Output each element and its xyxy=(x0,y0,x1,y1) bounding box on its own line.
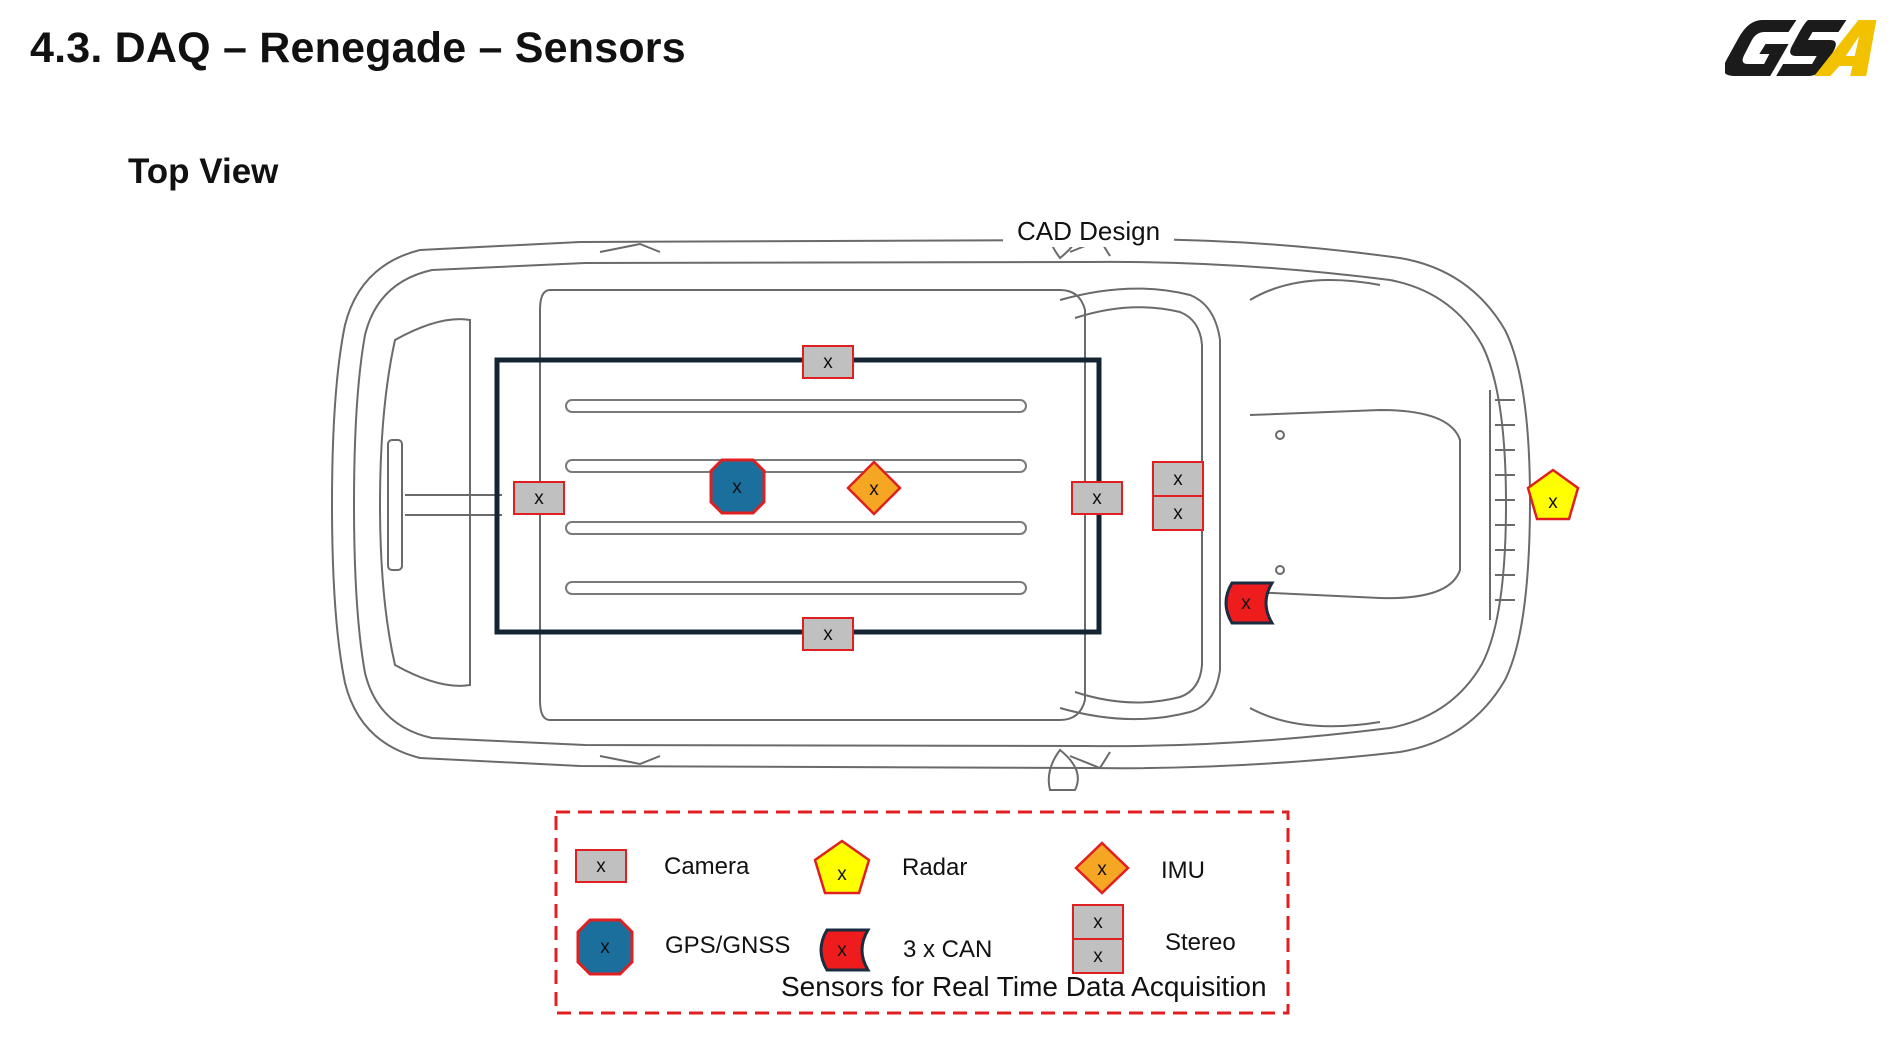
sensor-mark: x xyxy=(1092,488,1102,509)
sensor-mark: x xyxy=(534,488,544,509)
stereo-sensor: x x xyxy=(1152,461,1204,531)
camera-sensor: x xyxy=(1071,481,1123,515)
can-sensor: x xyxy=(1224,581,1275,625)
legend-radar-icon: x xyxy=(813,839,871,895)
imu-sensor: x xyxy=(846,460,902,516)
legend-label-gps: GPS/GNSS xyxy=(665,932,791,959)
camera-sensor: x xyxy=(802,617,854,651)
sensor-mark: x xyxy=(1173,469,1183,490)
sensor-mark: x xyxy=(1097,859,1107,880)
roof-rails xyxy=(565,399,1027,595)
legend-stereo-icon: x x xyxy=(1072,904,1124,974)
radar-sensor: x xyxy=(1526,468,1580,521)
sensor-mark: x xyxy=(869,479,879,500)
camera-sensor: x xyxy=(513,481,565,515)
sensor-mark: x xyxy=(1548,492,1558,513)
vehicle-outline xyxy=(330,224,1532,791)
legend-label-imu: IMU xyxy=(1161,857,1205,884)
cad-design-label: CAD Design xyxy=(1003,216,1175,247)
sensor-mark: x xyxy=(1093,946,1103,967)
legend-caption: Sensors for Real Time Data Acquisition xyxy=(781,971,1267,1002)
legend-label-stereo: Stereo xyxy=(1165,929,1236,956)
legend-label-can: 3 x CAN xyxy=(903,936,993,963)
sensor-mark: x xyxy=(837,940,847,961)
legend-box xyxy=(554,810,1290,1015)
legend-imu-icon: x xyxy=(1074,841,1130,895)
sensor-mark: x xyxy=(1241,593,1251,614)
legend-can-icon: x xyxy=(819,928,871,972)
gps-sensor: x xyxy=(709,458,766,515)
page-title: 4.3. DAQ – Renegade – Sensors xyxy=(30,24,686,72)
sensor-mark: x xyxy=(596,856,606,877)
view-subtitle: Top View xyxy=(128,152,279,191)
legend-camera-icon: x xyxy=(575,849,627,883)
gsa-logo xyxy=(1725,20,1877,76)
camera-sensor: x xyxy=(802,345,854,379)
legend-label-camera: Camera xyxy=(664,853,750,880)
legend-label-radar: Radar xyxy=(902,854,968,881)
sensor-mark: x xyxy=(600,937,610,958)
sensor-mark: x xyxy=(732,477,742,498)
sensor-mark: x xyxy=(1093,912,1103,933)
legend-gps-icon: x xyxy=(576,918,634,976)
sensor-mark: x xyxy=(823,352,833,373)
sensor-mark: x xyxy=(837,864,847,885)
sensor-mark: x xyxy=(1173,503,1183,524)
sensor-mark: x xyxy=(823,624,833,645)
